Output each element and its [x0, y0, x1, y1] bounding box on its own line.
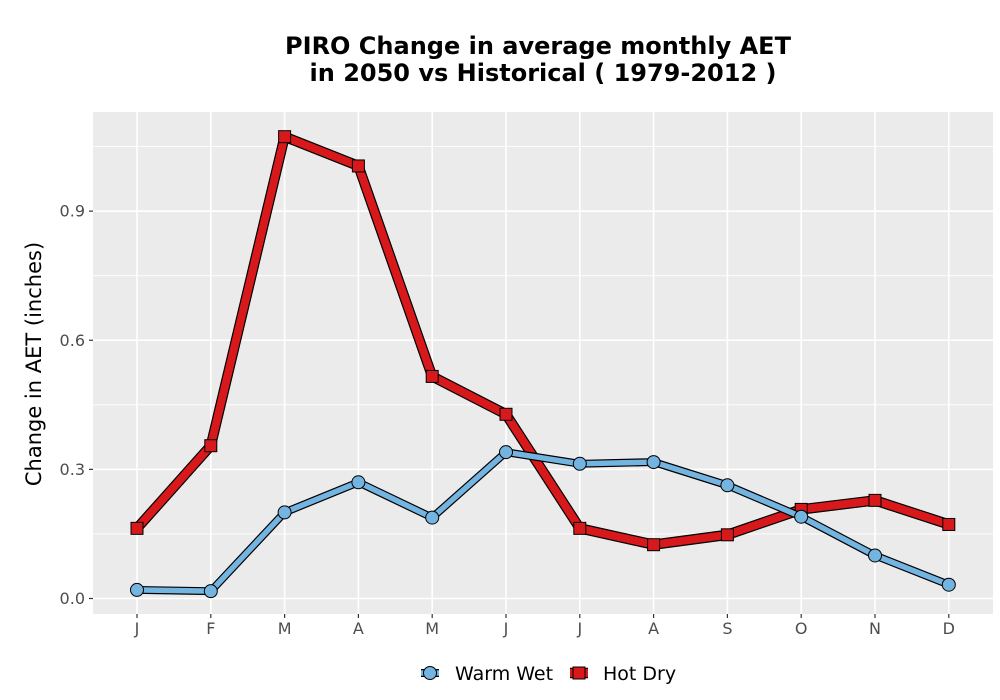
legend-label: Warm Wet	[455, 663, 553, 685]
x-tick-label: S	[722, 619, 732, 638]
data-point-circle	[425, 510, 440, 525]
x-tick-label: O	[795, 619, 808, 638]
data-point-square	[351, 159, 365, 173]
data-point-circle	[130, 582, 144, 597]
y-tick-label: 0.3	[60, 460, 85, 479]
x-tick-label: J	[576, 619, 582, 638]
x-tick-label: J	[134, 619, 140, 638]
data-point-circle	[868, 548, 882, 563]
data-point-square	[204, 439, 218, 453]
data-point-circle	[941, 577, 956, 592]
data-point-circle	[351, 475, 366, 490]
data-point-square	[425, 369, 439, 383]
x-tick-label: F	[206, 619, 215, 638]
chart-title-line2: in 2050 vs Historical ( 1979-2012 )	[310, 59, 777, 87]
series-warm-wet	[130, 445, 956, 599]
legend-key-marker	[572, 666, 586, 680]
data-point-square	[278, 130, 292, 144]
series-hot-dry	[130, 130, 956, 552]
x-tick-label: A	[648, 619, 659, 638]
data-point-circle	[499, 445, 513, 460]
legend: Warm Wet Hot Dry	[421, 663, 676, 685]
legend-label: Hot Dry	[603, 663, 676, 685]
legend-key	[421, 666, 439, 680]
data-point-circle	[646, 455, 661, 470]
grid-minor	[93, 146, 993, 535]
plot-panel	[93, 112, 993, 614]
data-point-circle	[572, 456, 587, 471]
data-point-circle	[720, 478, 735, 493]
data-point-square	[647, 538, 661, 552]
data-point-circle	[203, 584, 218, 599]
data-point-square	[573, 521, 587, 535]
series-layer	[130, 130, 956, 599]
legend-key-marker	[423, 666, 437, 680]
chart-title-line1: PIRO Change in average monthly AET	[285, 32, 792, 60]
x-tick-label: M	[278, 619, 292, 638]
data-point-square	[942, 517, 956, 531]
y-axis: 0.0 0.3 0.6 0.9	[60, 202, 93, 608]
x-tick-label: J	[503, 619, 509, 638]
data-point-circle	[277, 505, 292, 520]
series-line	[134, 449, 952, 594]
x-tick-label: D	[943, 619, 955, 638]
x-tick-label: M	[425, 619, 439, 638]
y-tick-label: 0.0	[60, 589, 85, 608]
data-point-square	[499, 407, 513, 421]
series-line	[133, 132, 953, 549]
data-point-square	[720, 528, 734, 542]
data-point-circle	[794, 509, 809, 524]
x-tick-label: A	[353, 619, 364, 638]
data-point-square	[868, 493, 882, 507]
x-tick-label: N	[869, 619, 881, 638]
y-axis-title: Change in AET (inches)	[22, 242, 46, 486]
data-point-square	[130, 521, 144, 535]
y-tick-label: 0.9	[60, 202, 85, 221]
legend-key	[570, 666, 588, 680]
y-tick-label: 0.6	[60, 331, 85, 350]
